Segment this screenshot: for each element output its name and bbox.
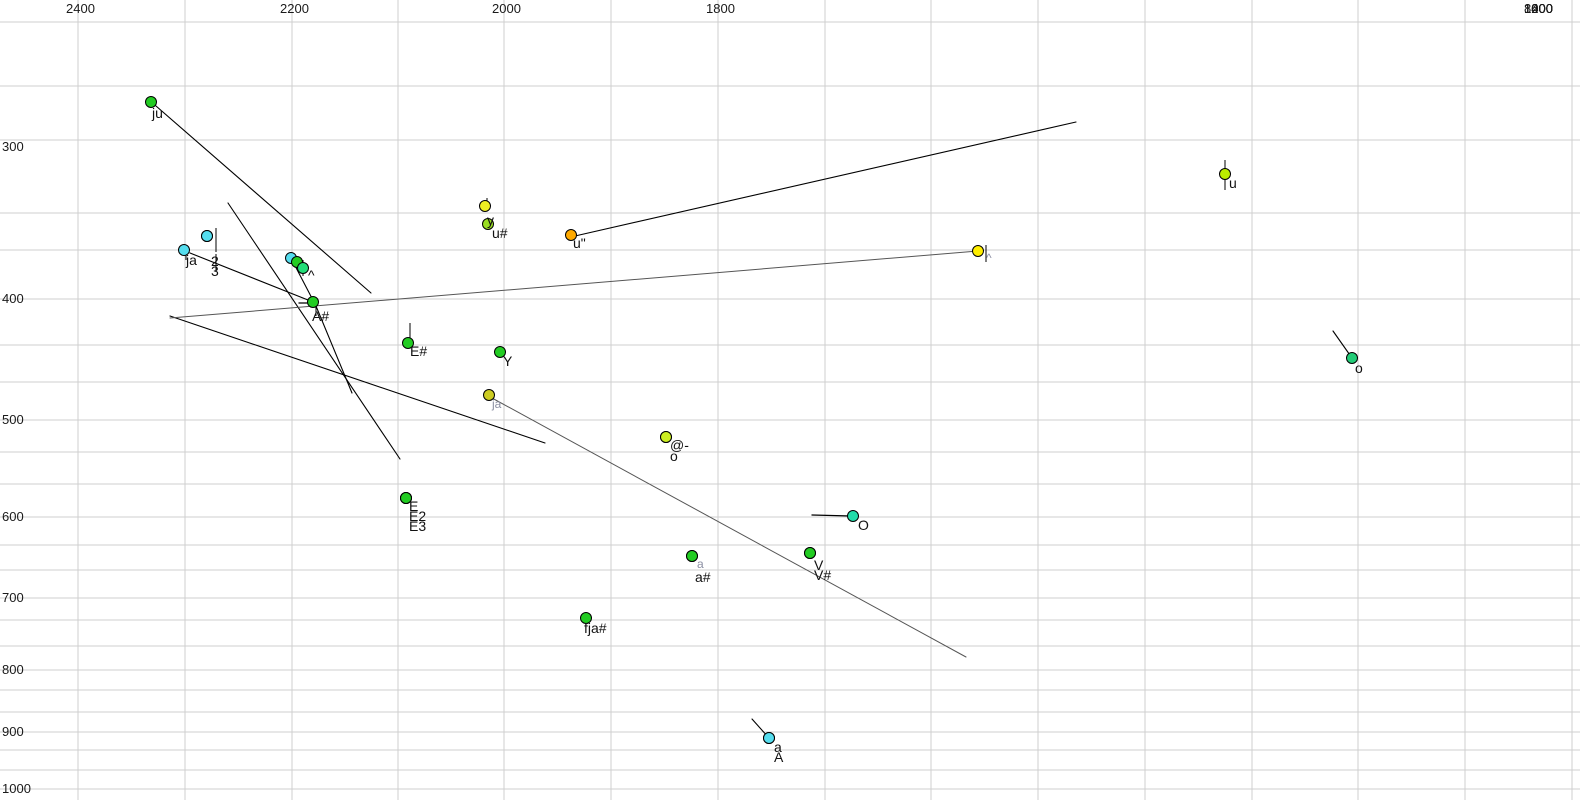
y-axis-tick-label: 500 [2,412,24,427]
y-axis-tick-label: 1000 [2,781,31,796]
data-point-label: E3 [409,518,427,534]
x-axis-tick-label: 2200 [280,1,309,16]
data-point-marker[interactable] [565,229,577,241]
x-axis-tick-label: 1600 [1524,1,1553,16]
data-point-label: E [409,498,419,514]
data-point-label: V# [814,567,832,583]
series-line-layer [155,105,1353,739]
y-axis-tick-label: 600 [2,509,24,524]
y-axis-tick-label: 300 [2,139,24,154]
series-line [169,250,979,319]
data-point-marker[interactable] [686,550,698,562]
y-axis-tick-label: 700 [2,590,24,605]
data-point-label: V [814,557,824,573]
x-axis-tick-label: 1800 [706,1,735,16]
data-point-marker[interactable] [847,510,859,522]
data-point-label: u# [492,225,508,241]
series-line [574,121,1077,237]
y-axis-tick-label: 400 [2,291,24,306]
data-point-label: y [487,212,494,228]
data-point-marker[interactable] [483,389,495,401]
data-point-marker[interactable] [804,547,816,559]
x-axis-tick-label: 1200 [1524,1,1553,16]
data-point-label: E2 [409,508,427,524]
data-point-label: ja [186,252,197,268]
data-point-marker[interactable] [1219,168,1231,180]
data-point-marker[interactable] [580,612,592,624]
series-line [811,514,852,517]
series-line [491,397,967,658]
series-line [155,105,372,294]
series-line [290,257,353,394]
data-point-label: A# [312,308,330,324]
data-point-label: a# [695,569,711,585]
data-point-marker[interactable] [400,492,412,504]
x-axis-tick-label: 2400 [66,1,95,16]
data-point-label: u [1229,175,1237,191]
data-point-label: o [670,448,678,464]
x-axis-tick-label: 1000 [1524,1,1553,16]
series-line [189,252,314,303]
data-point-label: o [1355,360,1363,376]
data-point-label: A [774,749,784,765]
data-point-marker[interactable] [402,337,414,349]
data-point-marker[interactable] [482,218,494,230]
data-point-label: E# [410,343,428,359]
x-axis-tick-label: 1400 [1524,1,1553,16]
data-point-layer[interactable] [145,96,1358,744]
data-point-label: ju [152,105,163,121]
data-point-marker[interactable] [145,96,157,108]
x-axis-tick-label: 800 [1524,1,1546,16]
y-axis-tick-label: 800 [2,662,24,677]
data-point-label: a [774,739,782,755]
data-point-label: a [697,557,704,571]
data-point-label: ^ [308,267,315,283]
data-point-label: O [858,517,869,533]
data-point-label: @- [670,437,689,453]
data-point-marker[interactable] [479,200,491,212]
data-point-label: ^ [986,251,992,265]
data-point-label: fja# [584,620,607,636]
data-point-marker[interactable] [494,346,506,358]
data-point-marker[interactable] [972,245,984,257]
data-point-marker[interactable] [307,296,319,308]
data-point-marker[interactable] [178,244,190,256]
data-point-marker[interactable] [201,230,213,242]
series-line [227,202,401,460]
data-point-marker[interactable] [763,732,775,744]
series-line [169,315,546,444]
data-point-label: Y [503,353,513,369]
data-point-label: ja [492,397,502,411]
data-point-label: u" [573,235,586,251]
data-point-label: 2 [211,253,219,269]
data-point-marker[interactable] [1346,352,1358,364]
data-point-marker[interactable] [660,431,672,443]
data-point-marker[interactable] [297,262,309,274]
y-axis-tick-label: 900 [2,724,24,739]
x-axis-tick-label: 2000 [492,1,521,16]
data-point-label: 3 [211,263,219,279]
leader-tick-layer [185,160,1226,628]
